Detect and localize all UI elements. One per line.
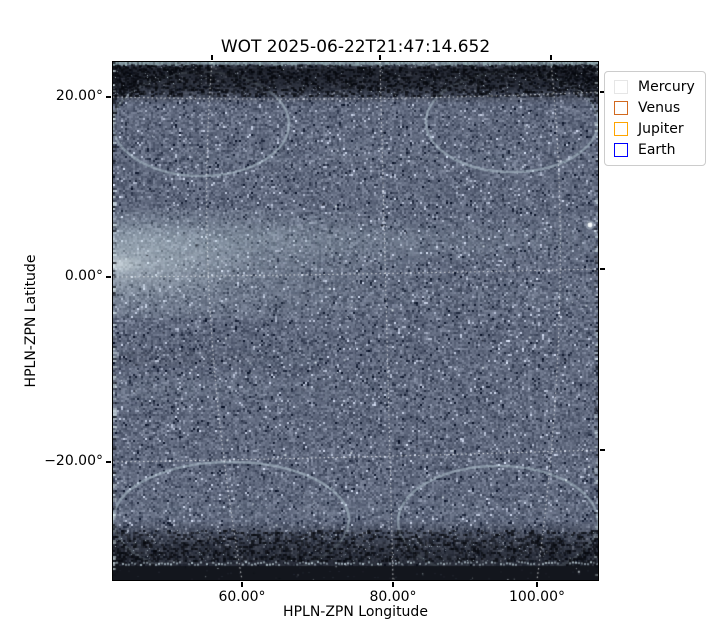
venus-marker-icon: [614, 101, 628, 115]
x-tick-label: 100.00°: [509, 589, 565, 605]
plot-title: WOT 2025-06-22T21:47:14.652: [220, 37, 491, 57]
y-tick-label: 20.00°: [55, 88, 103, 104]
legend-label: Mercury: [638, 79, 695, 95]
y-tick-right: [600, 91, 605, 93]
y-tick-label: −20.00°: [44, 453, 103, 469]
legend-label: Venus: [638, 100, 681, 116]
earth-marker-icon: [614, 143, 628, 157]
y-axis-label: HPLN-ZPN Latitude: [23, 254, 39, 388]
y-tick-right: [600, 268, 605, 270]
legend-entry: Jupiter: [614, 122, 695, 136]
legend-label: Jupiter: [638, 121, 684, 137]
x-tick-bottom: [241, 582, 243, 587]
x-tick-label: 80.00°: [369, 589, 417, 605]
plot-area: [112, 61, 599, 581]
legend-entry: Earth: [614, 143, 695, 157]
x-tick-top: [211, 55, 213, 60]
y-tick-label: 0.00°: [64, 268, 103, 284]
legend-label: Earth: [638, 142, 676, 158]
y-tick-left: [106, 461, 111, 463]
y-tick-right: [600, 449, 605, 451]
y-tick-left: [106, 96, 111, 98]
legend: Mercury Venus Jupiter Earth: [604, 71, 706, 166]
x-tick-bottom: [392, 582, 394, 587]
sky-image-canvas: [113, 62, 598, 580]
x-tick-label: 60.00°: [218, 589, 266, 605]
x-tick-bottom: [536, 582, 538, 587]
legend-entry: Venus: [614, 101, 695, 115]
x-tick-top: [379, 55, 381, 60]
jupiter-marker-icon: [614, 122, 628, 136]
x-axis-label: HPLN-ZPN Longitude: [283, 604, 428, 620]
x-tick-top: [550, 55, 552, 60]
mercury-marker-icon: [614, 80, 628, 94]
legend-entry: Mercury: [614, 80, 695, 94]
y-tick-left: [106, 276, 111, 278]
